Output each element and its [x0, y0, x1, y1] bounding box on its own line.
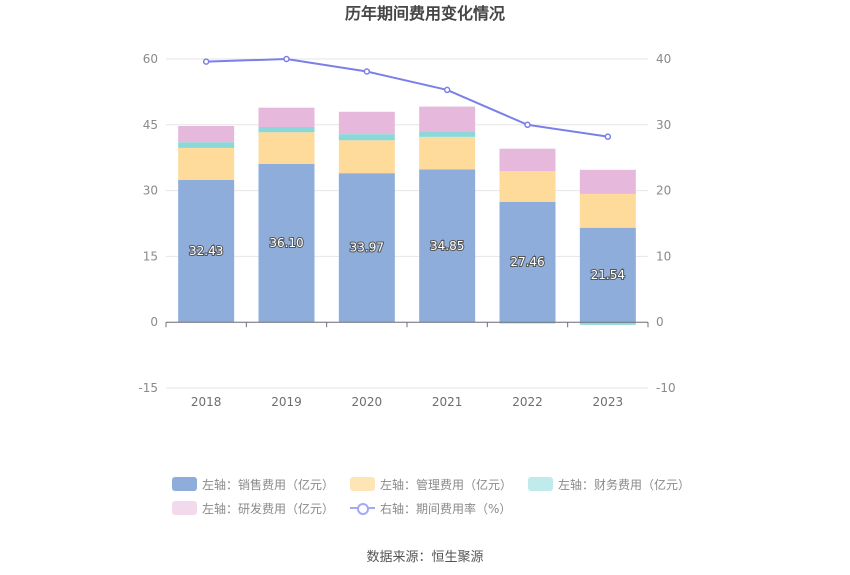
x-axis-tick-label: 2018: [191, 395, 222, 409]
legend-item-finance[interactable]: 左轴：财务费用（亿元）: [528, 476, 690, 493]
bar-value-label: 33.97: [350, 241, 384, 255]
x-axis-tick-label: 2019: [271, 395, 302, 409]
left-axis-tick-label: -15: [138, 381, 158, 395]
bar-segment: [499, 148, 556, 172]
rate-point: [202, 58, 210, 65]
bar-segment: [178, 125, 235, 143]
left-axis-tick-label: 0: [150, 315, 158, 329]
right-axis-tick-label: 10: [656, 249, 671, 263]
rate-point: [443, 86, 451, 94]
left-axis-tick-label: 60: [143, 52, 158, 66]
gridlines: [166, 58, 648, 389]
legend-swatch: [350, 477, 376, 491]
legend-line-icon: [350, 501, 376, 515]
bar-segment: [499, 171, 556, 202]
bar-segment: [579, 169, 636, 194]
right-axis-tick-label: 0: [656, 315, 664, 329]
legend-swatch: [528, 477, 554, 491]
bar-segment: [579, 322, 636, 325]
right-axis-tick-label: 40: [656, 52, 671, 66]
legend-label: 左轴：管理费用（亿元）: [380, 477, 513, 492]
right-axis-tick-label: 30: [656, 118, 671, 132]
bar-segment: [419, 136, 476, 170]
bar-segment: [579, 193, 636, 228]
bar-segment: [178, 179, 235, 323]
chart: 历年期间费用变化情况 -15 0 15 30 45 60 -10 0 10 20 30 40 32.…: [138, 4, 676, 409]
legend-label: 左轴：财务费用（亿元）: [558, 477, 691, 492]
bar-value-label: 36.10: [269, 236, 303, 250]
legend-item-rate[interactable]: 右轴：期间费用率（%）: [350, 500, 511, 517]
legend-label: 左轴：销售费用（亿元）: [202, 477, 335, 492]
right-axis-tick-label: 20: [656, 184, 671, 198]
bar-segment: [338, 134, 395, 141]
rate-line-series: [202, 55, 612, 140]
legend-swatch: [172, 477, 197, 491]
bar-value-label: 32.43: [189, 244, 223, 258]
bar-segment: [178, 147, 235, 180]
legend-item-admin[interactable]: 左轴：管理费用（亿元）: [350, 476, 512, 493]
legend-label: 左轴：研发费用（亿元）: [202, 501, 335, 516]
rate-point: [524, 121, 531, 129]
legend: 左轴：销售费用（亿元） 左轴：管理费用（亿元） 左轴：财务费用（亿元） 左轴：研…: [172, 472, 692, 520]
legend-item-rd[interactable]: 左轴：研发费用（亿元）: [172, 500, 334, 517]
x-axis-tick-label: 2020: [352, 395, 383, 409]
left-axis-ticks: -15 0 15 30 45 60: [138, 52, 158, 395]
rate-point: [604, 133, 612, 140]
legend-row: 左轴：研发费用（亿元） 右轴：期间费用率（%）: [172, 496, 692, 520]
x-axis-tick-label: 2021: [432, 395, 463, 409]
bar-series: [178, 106, 636, 325]
x-axis-tick-label: 2022: [512, 395, 543, 409]
bar-segment: [499, 201, 556, 323]
left-axis-tick-label: 30: [143, 184, 158, 198]
bar-segment: [338, 111, 395, 135]
rate-point: [363, 68, 371, 75]
data-source: 数据来源：恒生聚源: [366, 550, 484, 565]
x-axis-tick-label: 2023: [593, 395, 624, 409]
bar-segment: [258, 107, 315, 127]
bar-segment: [419, 106, 476, 133]
legend-item-sales[interactable]: 左轴：销售费用（亿元）: [172, 476, 334, 493]
right-axis-tick-label: -10: [656, 381, 676, 395]
bar-segment: [258, 126, 315, 133]
left-axis-tick-label: 45: [143, 118, 158, 132]
rate-point: [283, 55, 290, 63]
bar-value-label: 27.46: [510, 255, 544, 269]
bar-segment: [419, 169, 476, 323]
bar-segment: [258, 132, 315, 164]
bar-segment: [258, 163, 315, 323]
left-axis-tick-label: 15: [143, 249, 158, 263]
bar-segment: [419, 132, 476, 137]
bar-segment: [178, 142, 235, 148]
legend-swatch: [172, 501, 197, 515]
right-axis-ticks: -10 0 10 20 30 40: [656, 52, 676, 395]
bar-segment: [579, 227, 636, 323]
bar-value-label: 21.54: [591, 268, 625, 282]
data-labels: 32.43 36.10 33.97 34.85 27.46 21.54: [188, 235, 626, 283]
bar-segment: [499, 322, 556, 324]
chart-title: 历年期间费用变化情况: [345, 4, 505, 23]
rate-line: [206, 57, 608, 138]
legend-label: 右轴：期间费用率（%）: [380, 501, 512, 516]
bar-value-label: 34.85: [430, 239, 464, 253]
legend-row: 左轴：销售费用（亿元） 左轴：管理费用（亿元） 左轴：财务费用（亿元）: [172, 472, 692, 496]
x-axis-ticks: 2018 2019 2020 2021 2022 2023: [191, 395, 623, 409]
bar-segment: [338, 140, 395, 174]
x-axis: [165, 321, 649, 328]
bar-segment: [338, 173, 395, 323]
